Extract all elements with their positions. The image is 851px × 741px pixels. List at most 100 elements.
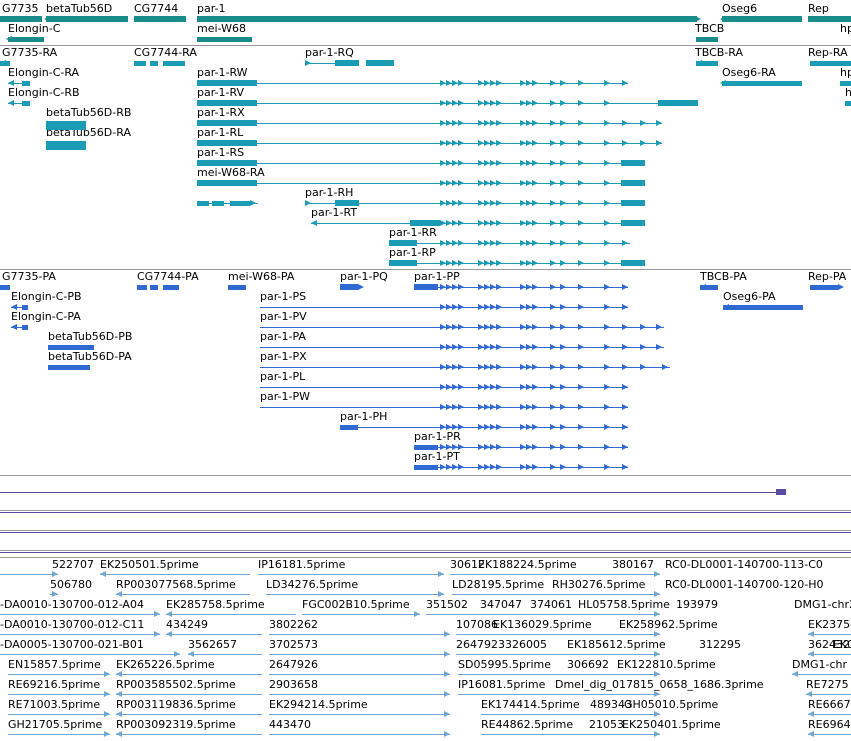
protein-label[interactable]: Oseg6-PA — [723, 290, 776, 303]
transcript-label[interactable]: par-1-RV — [197, 86, 245, 99]
cdna-label[interactable]: 3702573 — [269, 638, 318, 651]
cdna-label[interactable]: 2647923326005 — [456, 638, 547, 651]
cdna-label[interactable]: 3802262 — [269, 618, 318, 631]
transcript-label[interactable]: hp — [840, 66, 851, 79]
gene-label[interactable]: Oseg6 — [722, 2, 758, 15]
cdna-label[interactable]: 312295 — [699, 638, 741, 651]
protein-label[interactable]: TBCB-PA — [700, 270, 747, 283]
transcript-label[interactable]: h — [845, 86, 851, 99]
cdna-label[interactable]: RE71003.5prime — [8, 698, 101, 711]
transcript-label[interactable]: par-1-RT — [311, 206, 358, 219]
cdna-label[interactable]: HL05758.5prime — [578, 598, 670, 611]
transcript-label[interactable]: par-1-RS — [197, 146, 245, 159]
cdna-label[interactable]: EK174414.5prime — [481, 698, 580, 711]
cdna-label[interactable]: EK294214.5prime — [269, 698, 368, 711]
transcript-label[interactable]: par-1-RW — [197, 66, 248, 79]
cdna-label[interactable]: 374061 — [530, 598, 572, 611]
gene-label[interactable]: Elongin-C — [8, 22, 61, 35]
cdna-label[interactable]: -DA0010-130700-012-A04 — [0, 598, 144, 611]
gene-label[interactable]: hp — [840, 22, 851, 35]
cdna-label[interactable]: RP003119836.5prime — [116, 698, 236, 711]
cdna-label[interactable]: EK237540.5 — [808, 618, 851, 631]
transcript-label[interactable]: TBCB-RA — [695, 46, 743, 59]
cdna-label[interactable]: GH05010.5prime — [624, 698, 719, 711]
cdna-label[interactable]: 3562657 — [188, 638, 237, 651]
protein-label[interactable]: par-1-PT — [414, 450, 460, 463]
protein-label[interactable]: par-1-PP — [414, 270, 460, 283]
cdna-label[interactable]: IP16181.5prime — [258, 558, 346, 571]
cdna-label[interactable]: EK185612.5prime — [567, 638, 666, 651]
protein-label[interactable]: CG7744-PA — [137, 270, 199, 283]
transcript-label[interactable]: mei-W68-RA — [197, 166, 265, 179]
cdna-label[interactable]: EK0 — [833, 638, 851, 651]
transcript-label[interactable]: G7735-RA — [2, 46, 58, 59]
gene-label[interactable]: par-1 — [197, 2, 226, 15]
cdna-label[interactable]: RE6667 — [808, 698, 851, 711]
protein-label[interactable]: mei-W68-PA — [228, 270, 295, 283]
cdna-label[interactable]: EK122810.5prime — [617, 658, 716, 671]
cdna-label[interactable]: FGC002B10.5prime — [302, 598, 410, 611]
cdna-label[interactable]: RP003077568.5prime — [116, 578, 236, 591]
protein-label[interactable]: par-1-PQ — [340, 270, 388, 283]
transcript-label[interactable]: par-1-RX — [197, 106, 245, 119]
cdna-label[interactable]: -DA0010-130700-012-C11 — [0, 618, 145, 631]
cdna-label[interactable]: RE44862.5prime — [481, 718, 574, 731]
cdna-label[interactable]: RE69216.5prime — [8, 678, 101, 691]
cdna-label[interactable]: 2647926 — [269, 658, 318, 671]
gene-label[interactable]: CG7744 — [134, 2, 179, 15]
cdna-label[interactable]: EN15857.5prime — [8, 658, 101, 671]
cdna-label[interactable]: DMG1-chr2R.1 — [794, 598, 851, 611]
transcript-label[interactable]: par-1-RL — [197, 126, 244, 139]
gene-label[interactable]: Rep — [808, 2, 829, 15]
gene-label[interactable]: TBCB — [695, 22, 725, 35]
cdna-label[interactable]: 351502 — [426, 598, 468, 611]
transcript-label[interactable]: Elongin-C-RA — [8, 66, 80, 79]
cdna-label[interactable]: LD28195.5prime — [452, 578, 545, 591]
cdna-label[interactable]: 2903658 — [269, 678, 318, 691]
cdna-label[interactable]: 489343 — [590, 698, 632, 711]
protein-label[interactable]: par-1-PA — [260, 330, 306, 343]
cdna-label[interactable]: 380167 — [612, 558, 654, 571]
transcript-label[interactable]: betaTub56D-RB — [46, 106, 132, 119]
transcript-label[interactable]: Oseg6-RA — [722, 66, 776, 79]
cdna-label[interactable]: EK265226.5prime — [116, 658, 215, 671]
cdna-label[interactable]: EK250501.5prime — [100, 558, 199, 571]
gene-label[interactable]: betaTub56D — [46, 2, 113, 15]
cdna-label[interactable]: 506780 — [50, 578, 92, 591]
gene-label[interactable]: G7735 — [2, 2, 39, 15]
cdna-label[interactable]: EK258962.5prime — [619, 618, 718, 631]
cdna-label[interactable]: IP16081.5prime — [458, 678, 546, 691]
cdna-label[interactable]: 30612 — [450, 558, 485, 571]
cdna-label[interactable]: 347047 — [480, 598, 522, 611]
cdna-label[interactable]: EK136029.5prime — [493, 618, 592, 631]
cdna-label[interactable]: 443470 — [269, 718, 311, 731]
gene-label[interactable]: mei-W68 — [197, 22, 246, 35]
cdna-label[interactable]: LD34276.5prime — [266, 578, 359, 591]
protein-label[interactable]: par-1-PL — [260, 370, 306, 383]
protein-label[interactable]: par-1-PH — [340, 410, 388, 423]
cdna-label[interactable]: SD05995.5prime — [458, 658, 551, 671]
cdna-label[interactable]: GH21705.5prime — [8, 718, 103, 731]
cdna-label[interactable]: 434249 — [166, 618, 208, 631]
cdna-label[interactable]: EK285758.5prime — [166, 598, 265, 611]
transcript-label[interactable]: par-1-RP — [389, 246, 436, 259]
cdna-label[interactable]: 21053 — [589, 718, 624, 731]
cdna-label[interactable]: 193979 — [676, 598, 718, 611]
cdna-label[interactable]: 362432 — [808, 638, 850, 651]
cdna-label[interactable]: 107086 — [456, 618, 498, 631]
cdna-label[interactable]: 522707 — [52, 558, 94, 571]
transcript-label[interactable]: Rep-RA — [808, 46, 848, 59]
protein-label[interactable]: betaTub56D-PA — [48, 350, 132, 363]
cdna-label[interactable]: RP003092319.5prime — [116, 718, 236, 731]
cdna-label[interactable]: RE7275 — [806, 678, 849, 691]
cdna-label[interactable]: RH30276.5prime — [552, 578, 646, 591]
cdna-label[interactable]: EK250401.5prime — [622, 718, 721, 731]
protein-label[interactable]: par-1-PW — [260, 390, 310, 403]
protein-label[interactable]: par-1-PR — [414, 430, 461, 443]
protein-label[interactable]: par-1-PS — [260, 290, 307, 303]
cdna-label[interactable]: EK188224.5prime — [478, 558, 577, 571]
protein-label[interactable]: par-1-PX — [260, 350, 307, 363]
protein-label[interactable]: par-1-PV — [260, 310, 307, 323]
protein-label[interactable]: betaTub56D-PB — [48, 330, 133, 343]
